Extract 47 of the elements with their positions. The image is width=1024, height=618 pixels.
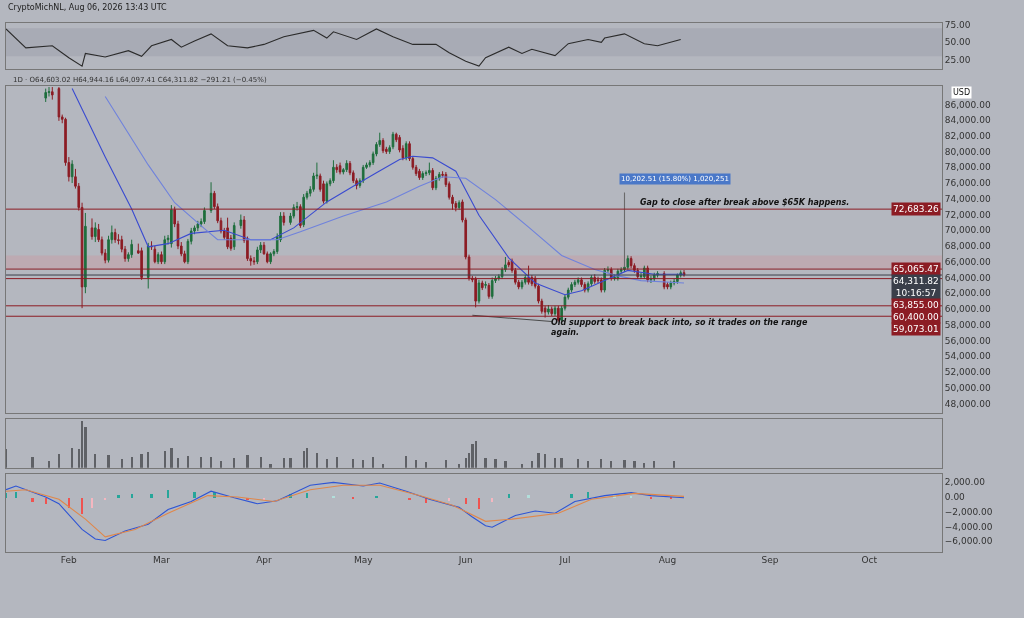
y-tick-label: 60,000.00 (944, 304, 991, 315)
y-tick-label: 86,000.00 (944, 99, 991, 110)
y-tick-label: 66,000.00 (944, 256, 991, 267)
y-tick-label: 52,000.00 (944, 367, 991, 378)
y-tick-label: 48,000.00 (944, 398, 991, 409)
y-tick-label: 80,000.00 (944, 146, 991, 157)
x-tick-label: Jun (457, 555, 473, 566)
y-tick-label: 76,000.00 (944, 178, 991, 189)
ref-line-label: 64,311.82 10:16:57 (893, 276, 939, 298)
y-tick-label: 70,000.00 (944, 225, 991, 236)
chart-title: CryptoMichNL, Aug 06, 2026 13:43 UTC (8, 3, 168, 12)
x-tick-label: Mar (152, 555, 171, 566)
y-tick-label: 78,000.00 (944, 162, 991, 173)
y-tick-label: 75.00 (944, 19, 971, 30)
y-tick-label: 68,000.00 (944, 241, 991, 252)
y-tick-label: 50.00 (944, 37, 971, 48)
ref-line-label: 63,855.00 (893, 300, 940, 310)
x-tick-label: Apr (256, 555, 273, 566)
x-tick-label: Feb (60, 555, 78, 566)
y-tick-label: 84,000.00 (944, 115, 991, 126)
y-tick-label: 54,000.00 (944, 351, 991, 362)
y-tick-label: 74,000.00 (944, 193, 991, 204)
annotation: Old support to break back into, so it trades on the range again. (551, 318, 809, 338)
annotation: Gap to close after break above $65K happens. (640, 198, 850, 207)
x-tick-label: Aug (658, 555, 677, 566)
y-tick-label: 0.00 (944, 492, 966, 503)
y-tick-label: 56,000.00 (944, 335, 991, 346)
x-tick-label: Sep (761, 555, 779, 566)
y-tick-label: 62,000.00 (944, 288, 991, 299)
x-tick-label: May (353, 555, 374, 566)
y-tick-label: 72,000.00 (944, 209, 991, 220)
y2-axis-title: USD (953, 88, 971, 97)
ref-line-label: 60,400.00 (893, 312, 940, 322)
ref-line-label: 65,065.47 (893, 264, 939, 274)
y-tick-label: −6,000.00 (944, 536, 993, 547)
x-tick-label: Oct (861, 555, 878, 566)
ref-line-label: 72,683.26 (893, 204, 940, 214)
y-tick-label: −2,000.00 (944, 506, 993, 517)
y-tick-label: −4,000.00 (944, 521, 993, 532)
y-tick-label: 50,000.00 (944, 382, 991, 393)
y-tick-label: 58,000.00 (944, 319, 991, 330)
y-tick-label: 2,000.00 (944, 477, 986, 488)
y-tick-label: 64,000.00 (944, 272, 991, 283)
ref-line-label: 59,073.01 (893, 324, 939, 334)
y-tick-label: 82,000.00 (944, 130, 991, 141)
x-tick-label: Jul (558, 555, 571, 566)
y-tick-label: 25.00 (944, 54, 971, 65)
